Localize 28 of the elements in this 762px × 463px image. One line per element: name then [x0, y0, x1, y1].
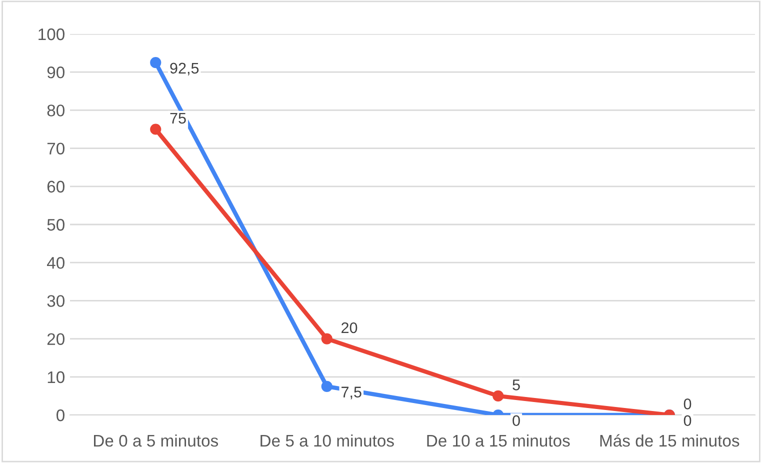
data-label: 20	[342, 322, 358, 334]
y-tick-label: 10	[48, 371, 64, 384]
x-tick-label: De 10 a 15 minutos	[427, 434, 570, 447]
y-tick-label: 20	[47, 333, 64, 346]
y-tick-label: 50	[47, 218, 64, 231]
data-label: 0	[684, 415, 692, 426]
x-tick-label: De 0 a 5 minutos	[94, 434, 218, 447]
data-label: 0	[512, 415, 520, 426]
y-tick-label: 80	[47, 104, 64, 116]
y-tick-label: 100	[38, 28, 64, 40]
y-tick-label: 90	[47, 66, 64, 78]
y-tick-label: 60	[47, 180, 64, 193]
x-tick-label: Más de 15 minutos	[600, 434, 740, 447]
y-tick-label: 30	[47, 295, 64, 307]
point	[150, 57, 162, 68]
y-tick-label: 0	[56, 409, 64, 422]
y-tick-label: 70	[47, 142, 64, 155]
data-label: 92,5	[170, 62, 199, 76]
y-tick-label: 40	[46, 257, 64, 269]
point	[321, 333, 332, 344]
data-label: 5	[512, 380, 520, 390]
data-label: 75	[170, 112, 186, 124]
data-label: 0	[684, 398, 692, 410]
x-tick-label: De 5 a 10 minutos	[260, 434, 394, 447]
data-label: 7,5	[342, 386, 362, 400]
point	[150, 124, 162, 135]
point	[321, 380, 332, 392]
point	[492, 390, 504, 402]
